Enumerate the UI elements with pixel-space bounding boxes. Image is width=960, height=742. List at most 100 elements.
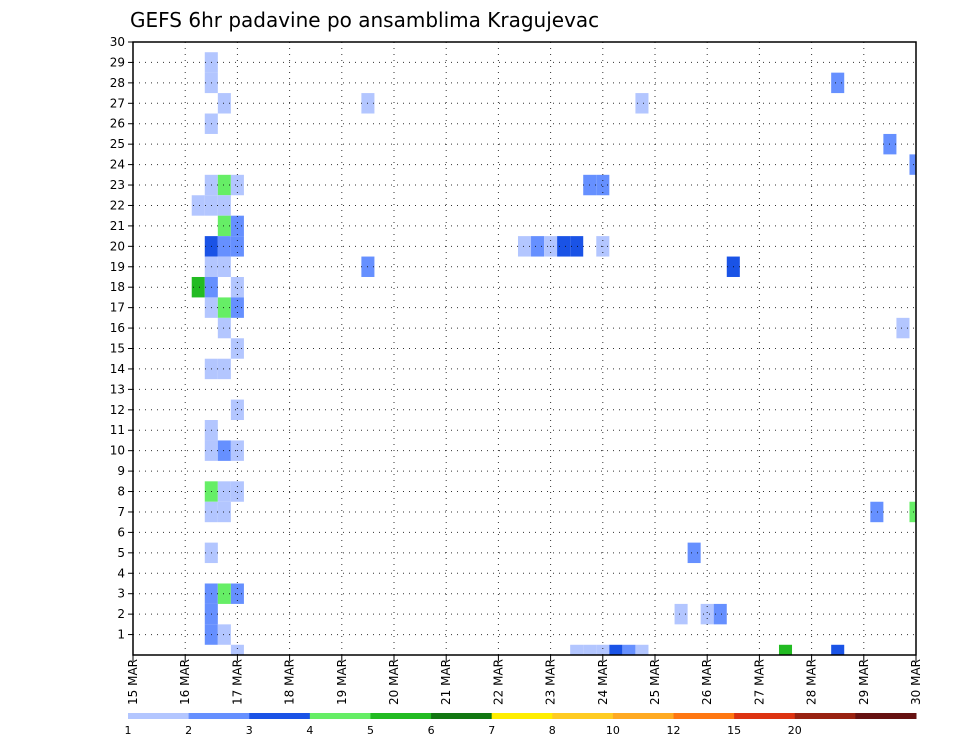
x-tick-label: 16 MAR	[178, 659, 192, 705]
x-tick-label: 20 MAR	[387, 659, 401, 705]
legend-swatch	[612, 713, 675, 719]
heatmap-cell	[583, 644, 597, 655]
heatmap-cell	[217, 215, 231, 237]
heatmap-cell	[831, 644, 845, 655]
heatmap-cell	[557, 236, 571, 257]
y-tick-label: 10	[110, 444, 125, 458]
x-axis: 15 MAR 16 MAR 17 MAR 18 MAR 19 MAR 20 MAR 21 M…	[126, 655, 923, 705]
y-tick-label: 17	[110, 301, 125, 315]
y-axis: 1234567891011121314151617181920212223242…	[110, 35, 133, 642]
y-tick-label: 29	[110, 55, 125, 69]
y-tick-label: 28	[110, 76, 125, 90]
y-tick-label: 22	[110, 198, 125, 212]
heatmap-cell	[230, 644, 244, 655]
heatmap-cell	[217, 624, 231, 645]
heatmap-cell	[230, 174, 244, 196]
heatmap-cell	[778, 644, 793, 655]
x-tick-label: 22 MAR	[491, 659, 505, 705]
grid-lines	[133, 42, 916, 655]
y-tick-label: 24	[110, 158, 125, 172]
legend-tick-label: 2	[185, 724, 192, 737]
heatmap-cell	[217, 195, 231, 216]
heatmap-cell	[896, 317, 910, 339]
y-tick-label: 6	[117, 525, 125, 539]
heatmap-cell	[217, 481, 231, 502]
heatmap-cell	[909, 501, 916, 523]
y-tick-label: 2	[117, 607, 125, 621]
heatmap-cell	[217, 174, 231, 196]
y-tick-label: 20	[110, 239, 125, 253]
heatmap-cell	[191, 276, 205, 298]
heatmap-cell	[596, 644, 610, 655]
legend-tick-label: 3	[246, 724, 253, 737]
y-tick-label: 5	[117, 546, 125, 560]
heatmap-cell	[217, 317, 231, 339]
legend-tick-label: 7	[488, 724, 495, 737]
legend-swatch	[309, 713, 371, 719]
y-tick-label: 15	[110, 342, 125, 356]
x-tick-label: 26 MAR	[700, 659, 714, 705]
y-tick-label: 11	[110, 423, 125, 437]
heatmap-cell	[217, 440, 231, 461]
y-tick-label: 9	[117, 464, 125, 478]
legend-tick-label: 8	[549, 724, 556, 737]
x-tick-label: 28 MAR	[805, 659, 819, 705]
heatmap-cell	[700, 603, 714, 625]
heatmap-cell	[687, 542, 701, 564]
heatmap-cell	[217, 583, 231, 604]
heatmap-cell	[531, 236, 545, 257]
heatmap-cell	[596, 174, 610, 196]
heatmap-cell	[230, 215, 244, 237]
x-tick-label: 21 MAR	[439, 659, 453, 705]
legend-tick-label: 15	[727, 724, 741, 737]
heatmap-cell	[230, 297, 244, 318]
legend-tick-label: 6	[428, 724, 435, 737]
heatmap-cell	[570, 644, 584, 655]
heatmap-cell	[230, 276, 244, 298]
legend-swatch	[794, 713, 856, 719]
y-tick-label: 3	[117, 587, 125, 601]
heatmap-cell	[217, 236, 231, 257]
y-tick-label: 8	[117, 485, 125, 499]
legend-swatch	[552, 713, 614, 719]
y-tick-label: 30	[110, 35, 125, 49]
color-legend: 1 2 3 4 5 6 7 8 10 12 15 20	[125, 713, 917, 737]
y-tick-label: 21	[110, 219, 125, 233]
heatmap-cell	[191, 195, 205, 216]
legend-tick-label: 4	[306, 724, 313, 737]
heatmap-cell	[674, 603, 688, 625]
chart-title: GEFS 6hr padavine po ansamblima Kragujev…	[130, 8, 599, 32]
y-tick-label: 13	[110, 382, 125, 396]
x-tick-label: 18 MAR	[283, 659, 297, 705]
heatmap-cell	[217, 93, 231, 114]
x-tick-label: 24 MAR	[596, 659, 610, 705]
plot-frame	[132, 41, 917, 656]
heatmap-cell	[870, 501, 884, 523]
heatmap-cell	[517, 236, 532, 257]
x-tick-label: 17 MAR	[230, 659, 244, 705]
legend-swatch	[431, 713, 493, 719]
y-tick-label: 1	[117, 628, 125, 642]
heatmap-cell	[713, 603, 727, 625]
x-tick-label: 25 MAR	[648, 659, 662, 705]
legend-tick-label: 5	[367, 724, 374, 737]
y-tick-label: 26	[110, 117, 125, 131]
x-tick-label: 30 MAR	[909, 659, 923, 705]
y-tick-label: 27	[110, 96, 125, 110]
legend-tick-label: 1	[125, 724, 132, 737]
y-tick-label: 14	[110, 362, 125, 376]
legend-swatch	[370, 713, 432, 719]
heatmap-cell	[217, 297, 231, 318]
x-tick-label: 15 MAR	[126, 659, 140, 705]
legend-swatch	[128, 713, 190, 719]
legend-swatch	[249, 713, 311, 719]
x-tick-label: 29 MAR	[857, 659, 871, 705]
heatmap-cell	[609, 644, 623, 655]
y-tick-label: 4	[117, 566, 125, 580]
legend-swatch	[188, 713, 250, 719]
heatmap-cell	[230, 583, 244, 604]
heatmap-cell	[217, 256, 231, 277]
y-tick-label: 25	[110, 137, 125, 151]
legend-tick-label: 20	[788, 724, 802, 737]
